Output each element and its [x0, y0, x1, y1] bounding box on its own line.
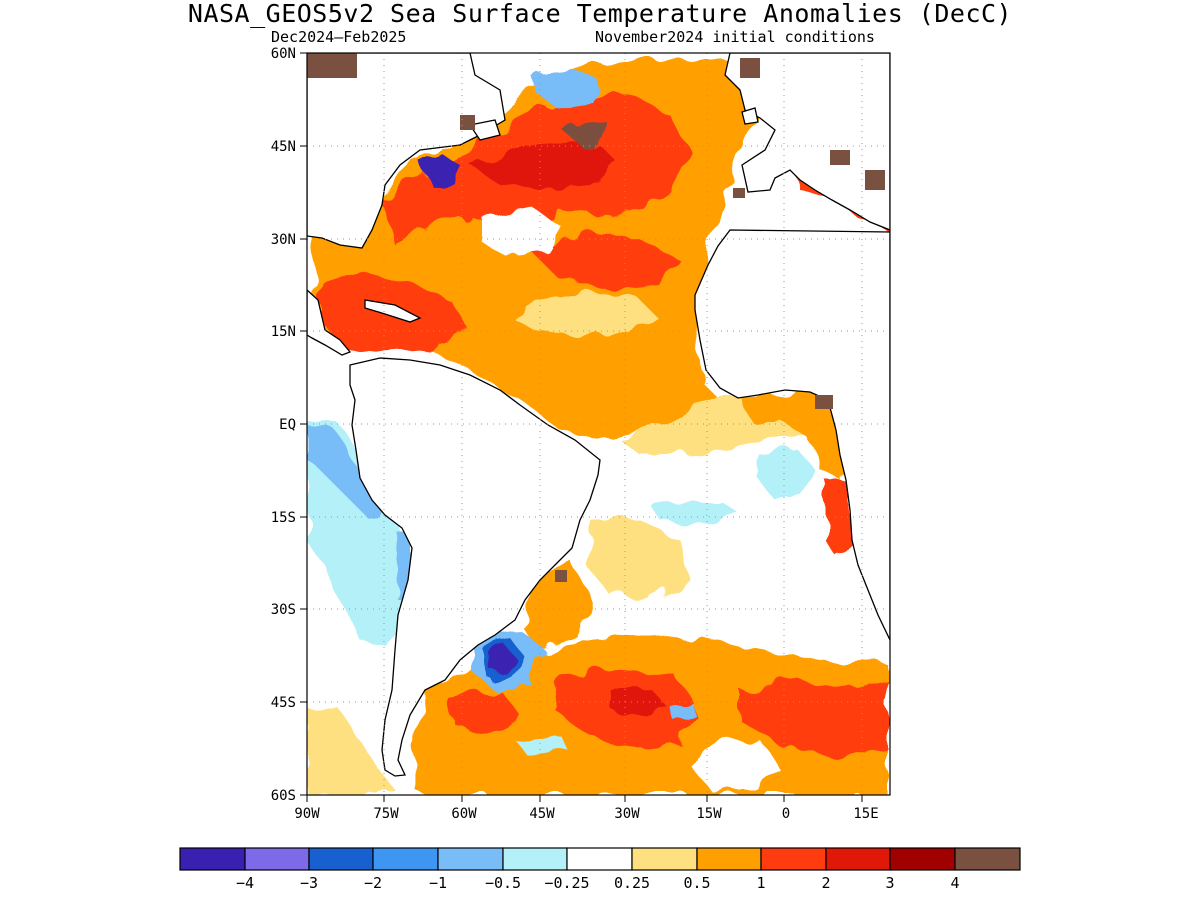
- colorbar-swatch: [954, 847, 1021, 871]
- anomaly-region-southern-ocean-cool-2: [668, 700, 698, 725]
- colorbar: [179, 847, 1021, 871]
- colorbar-label: −2: [364, 874, 382, 892]
- lat-tick-label: 45S: [271, 695, 296, 711]
- lon-tick-label: 60W: [451, 806, 477, 822]
- colorbar-swatch: [502, 847, 568, 871]
- colorbar-swatch: [244, 847, 310, 871]
- anomaly-region-southern-ocean-strong-east: [740, 680, 888, 755]
- lat-tick-label: 15N: [271, 324, 296, 340]
- anomaly-region-max-anomaly: [560, 120, 610, 145]
- lon-axis: [306, 795, 863, 802]
- colorbar-swatch: [372, 847, 439, 871]
- lat-axis: [300, 52, 307, 796]
- land-ireland: [741, 107, 759, 125]
- anomaly-region-southern-ocean-cool: [515, 735, 570, 758]
- anomaly-region-gulf-of-guinea: [740, 390, 850, 480]
- colorbar-label: 2: [821, 874, 830, 892]
- anomaly-region-cold-core-south: [488, 645, 518, 675]
- map-plot-area: [307, 53, 890, 795]
- land-masses: [307, 53, 890, 777]
- lat-tick-label: 15S: [271, 510, 296, 526]
- colorbar-swatch: [889, 847, 956, 871]
- land-cuba: [364, 299, 422, 323]
- anomaly-region-pacific-south-weak: [307, 710, 400, 795]
- land-south-america: [349, 357, 601, 777]
- colorbar-label: −3: [300, 874, 318, 892]
- lon-tick-label: 30W: [614, 806, 640, 822]
- colorbar-label: 1: [756, 874, 765, 892]
- forecast-period: Dec2024–Feb2025: [271, 28, 407, 46]
- anomaly-region-subtropical-neutral: [480, 205, 560, 255]
- land-north-america: [307, 53, 506, 249]
- colorbar-swatch: [825, 847, 891, 871]
- colorbar-label: −1: [429, 874, 447, 892]
- anomaly-region-cold-core-north: [418, 152, 460, 184]
- colorbar-swatch: [696, 847, 762, 871]
- coastal-patches: [307, 53, 885, 582]
- chart-title: NASA_GEOS5v2 Sea Surface Temperature Ano…: [187, 0, 1013, 28]
- colorbar-swatch: [631, 847, 698, 871]
- colorbar-label: −4: [236, 874, 254, 892]
- colorbar-swatch: [179, 847, 246, 871]
- anomaly-region-benguela: [825, 480, 855, 560]
- lat-tick-label: 60S: [271, 788, 296, 804]
- lon-tick-label: 75W: [373, 806, 399, 822]
- colorbar-swatch: [308, 847, 374, 871]
- colorbar-label: 4: [950, 874, 959, 892]
- lon-tick-label: 90W: [294, 806, 320, 822]
- lat-tick-label: EQ: [279, 417, 296, 433]
- land-newfoundland: [468, 119, 501, 141]
- lat-tick-label: 30S: [271, 602, 296, 618]
- lat-tick-label: 60N: [271, 46, 296, 62]
- land-central-america: [307, 289, 352, 356]
- lon-tick-label: 15W: [696, 806, 722, 822]
- initial-conditions: November2024 initial conditions: [595, 28, 875, 46]
- anomaly-region-pacific-coast-cooler: [307, 425, 380, 520]
- anomaly-region-southern-ocean-neutral: [690, 740, 780, 790]
- lat-tick-label: 30N: [271, 232, 296, 248]
- anomaly-region-central-atlantic-warm: [530, 230, 680, 290]
- colorbar-swatch: [566, 847, 633, 871]
- colorbar-label: −0.5: [485, 874, 521, 892]
- lat-tick-label: 45N: [271, 139, 296, 155]
- anomaly-region-gulf-stream-core: [470, 140, 620, 190]
- anomaly-region-south-atlantic-cool: [755, 452, 815, 495]
- colorbar-label: 0.25: [614, 874, 650, 892]
- colorbar-swatch: [437, 847, 504, 871]
- anomaly-region-cold-patch-north: [530, 68, 600, 105]
- lon-tick-label: 45W: [529, 806, 555, 822]
- colorbar-label: 0.5: [683, 874, 710, 892]
- lon-tick-label: 0: [782, 806, 790, 822]
- anomaly-region-southern-ocean-core: [610, 688, 665, 718]
- anomaly-region-south-atlantic-cool-2: [650, 500, 740, 525]
- anomaly-region-southern-ocean-strong-west: [450, 690, 520, 730]
- colorbar-swatch: [760, 847, 827, 871]
- gridlines: [307, 53, 890, 795]
- lon-tick-label: 15E: [853, 806, 878, 822]
- colorbar-label: −0.25: [544, 874, 589, 892]
- anomaly-region-south-atlantic-mid: [590, 520, 690, 600]
- colorbar-label: 3: [885, 874, 894, 892]
